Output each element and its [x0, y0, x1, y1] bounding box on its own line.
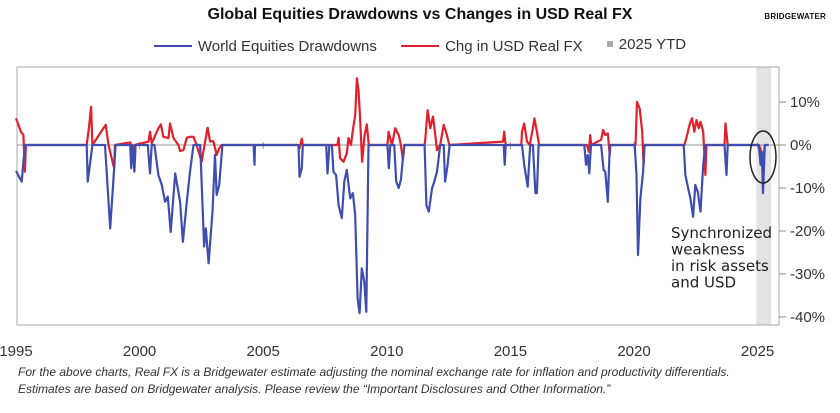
legend-item-ytd: 2025 YTD	[606, 35, 687, 53]
y-tick-label: 0%	[790, 137, 812, 154]
chart-title: Global Equities Drawdowns vs Changes in …	[207, 6, 633, 23]
y-tick-label: -40%	[790, 309, 825, 326]
legend: World Equities Drawdowns Chg in USD Real…	[0, 34, 840, 55]
ytd-band	[756, 67, 772, 325]
legend-label: Chg in USD Real FX	[445, 37, 583, 55]
y-tick-label: -10%	[790, 180, 825, 197]
footnote-line-1: For the above charts, Real FX is a Bridg…	[18, 365, 730, 379]
highlight-ellipse	[749, 130, 777, 184]
legend-swatch-gray	[606, 41, 613, 47]
annotation-text: Synchronized	[671, 224, 772, 242]
x-tick-label: 2010	[370, 343, 403, 360]
drawdowns-line	[15, 143, 769, 315]
x-tick-label: 2015	[494, 343, 527, 360]
x-tick-label: 2025	[741, 343, 774, 360]
y-tick-label: -30%	[790, 266, 825, 283]
legend-swatch-red	[401, 45, 440, 47]
plot-frame	[16, 66, 780, 326]
legend-item-fx: Chg in USD Real FX	[401, 38, 583, 55]
legend-swatch-blue	[153, 45, 192, 47]
x-tick-label: 2000	[123, 343, 156, 360]
x-tick-label: 2020	[617, 343, 650, 360]
y-tick-label: 10%	[790, 94, 820, 111]
footnote-line-2: Estimates are based on Bridgewater analy…	[18, 382, 611, 396]
legend-label: 2025 YTD	[618, 35, 687, 53]
legend-item-drawdowns: World Equities Drawdowns	[153, 37, 377, 55]
x-tick-label: 2005	[247, 343, 280, 360]
x-tick-label: 1995	[0, 343, 33, 360]
y-tick-label: -20%	[790, 223, 825, 240]
annotation-text: and USD	[671, 274, 736, 292]
annotation-text: weakness	[671, 241, 745, 259]
legend-label: World Equities Drawdowns	[197, 37, 377, 55]
annotation-text: in risk assets	[671, 257, 769, 275]
fx-line	[14, 77, 766, 177]
bridgewater-logo: BRIDGEWATER	[764, 12, 826, 21]
